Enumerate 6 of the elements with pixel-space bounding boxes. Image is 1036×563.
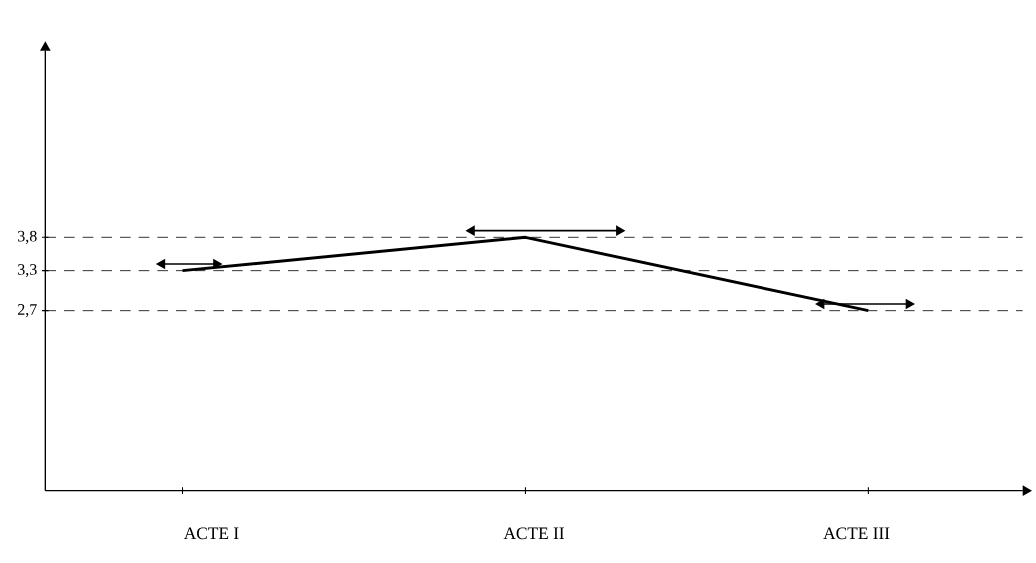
y-tick-label: 3,3 (18, 264, 37, 278)
text: ACTE II (503, 527, 564, 540)
text: ACTE I (183, 527, 239, 540)
text: ACTE III (823, 527, 890, 540)
y-tick-label: 3,8 (18, 230, 37, 245)
y-tick-label: 2,7 (18, 304, 37, 318)
